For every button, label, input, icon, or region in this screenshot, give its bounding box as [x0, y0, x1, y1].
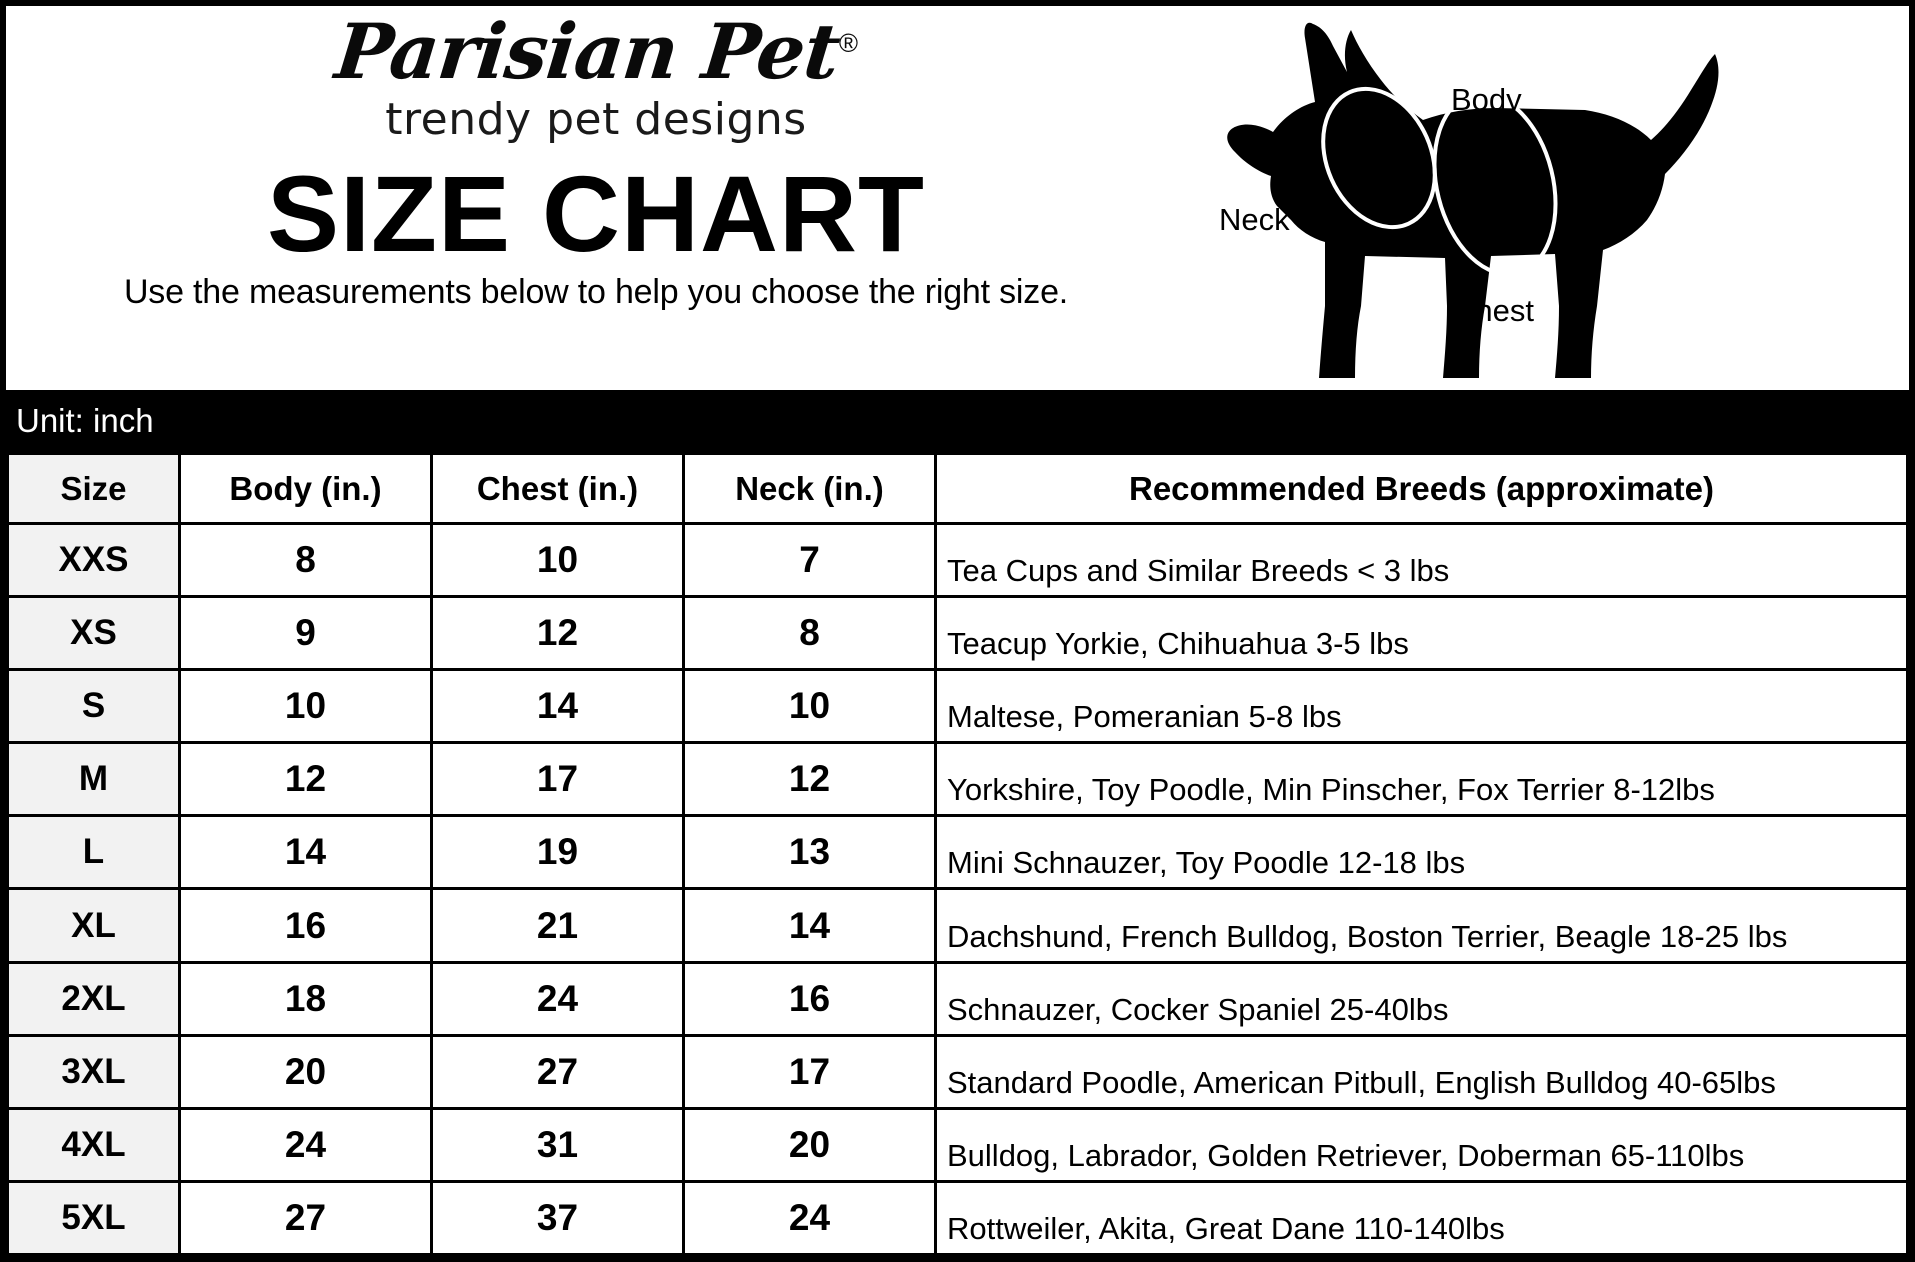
cell-size: XXS	[6, 521, 181, 599]
cell-body: 18	[178, 960, 433, 1037]
cell-body: 27	[178, 1179, 433, 1256]
cell-chest: 17	[430, 741, 685, 818]
table-header-row: Size Body (in.) Chest (in.) Neck (in.) R…	[6, 452, 1909, 525]
cell-neck: 13	[682, 814, 937, 891]
column-header-body: Body (in.)	[178, 452, 433, 525]
cell-chest: 10	[430, 521, 685, 599]
cell-size: 4XL	[6, 1106, 181, 1183]
cell-size: L	[6, 814, 181, 891]
cell-body: 8	[178, 521, 433, 599]
column-header-chest: Chest (in.)	[430, 452, 685, 525]
cell-size: XL	[6, 887, 181, 964]
page-title: SIZE CHART	[267, 152, 925, 274]
cell-size: XS	[6, 595, 181, 672]
brand-tagline: trendy pet designs	[385, 93, 807, 145]
page-subtitle: Use the measurements below to help you c…	[123, 272, 1069, 311]
cell-size: 5XL	[6, 1179, 181, 1256]
cell-body: 24	[178, 1106, 433, 1183]
label-neck: Neck	[1219, 202, 1290, 237]
table-row: XS 9 12 8 Teacup Yorkie, Chihuahua 3-5 lbs	[6, 595, 1909, 672]
table-body: XXS 8 10 7 Tea Cups and Similar Breeds < 3 l…	[6, 521, 1909, 1256]
cell-size: 3XL	[6, 1033, 181, 1110]
header-panel: Parisian Pet® trendy pet designs SIZE CH…	[0, 0, 1915, 390]
registered-trademark-icon: ®	[839, 27, 858, 58]
cell-neck: 10	[682, 668, 937, 745]
dog-illustration: Neck Body Chest	[1195, 6, 1895, 386]
cell-size: S	[6, 668, 181, 745]
cell-body: 12	[178, 741, 433, 818]
table-row: L 14 19 13 Mini Schnauzer, Toy Poodle 12-18 …	[6, 814, 1909, 891]
cell-chest: 27	[430, 1033, 685, 1110]
cell-breeds: Maltese, Pomeranian 5-8 lbs	[934, 668, 1909, 745]
cell-breeds: Rottweiler, Akita, Great Dane 110-140lbs	[934, 1179, 1909, 1256]
cell-neck: 8	[682, 595, 937, 672]
cell-body: 9	[178, 595, 433, 672]
cell-size: M	[6, 741, 181, 818]
column-header-size: Size	[6, 452, 181, 525]
table-row: 3XL 20 27 17 Standard Poodle, American Pitbu…	[6, 1033, 1909, 1110]
cell-breeds: Yorkshire, Toy Poodle, Min Pinscher, Fox…	[934, 741, 1909, 818]
cell-neck: 24	[682, 1179, 937, 1256]
cell-body: 20	[178, 1033, 433, 1110]
cell-chest: 21	[430, 887, 685, 964]
table-row: S 10 14 10 Maltese, Pomeranian 5-8 lbs	[6, 668, 1909, 745]
cell-breeds: Schnauzer, Cocker Spaniel 25-40lbs	[934, 960, 1909, 1037]
table-row: XL 16 21 14 Dachshund, French Bulldog, Bosto…	[6, 887, 1909, 964]
brand-logo: Parisian Pet®	[331, 7, 860, 96]
cell-neck: 7	[682, 521, 937, 599]
size-table: Size Body (in.) Chest (in.) Neck (in.) R…	[6, 452, 1909, 1256]
cell-neck: 20	[682, 1106, 937, 1183]
cell-breeds: Bulldog, Labrador, Golden Retriever, Dob…	[934, 1106, 1909, 1183]
dog-silhouette-icon	[1227, 22, 1719, 379]
cell-breeds: Teacup Yorkie, Chihuahua 3-5 lbs	[934, 595, 1909, 672]
table-row: 5XL 27 37 24 Rottweiler, Akita, Great Dane 1…	[6, 1179, 1909, 1256]
cell-chest: 14	[430, 668, 685, 745]
brand-name: Parisian Pet	[331, 7, 843, 96]
cell-chest: 19	[430, 814, 685, 891]
cell-neck: 16	[682, 960, 937, 1037]
column-header-breeds: Recommended Breeds (approximate)	[934, 452, 1909, 525]
cell-body: 16	[178, 887, 433, 964]
size-table-container: Size Body (in.) Chest (in.) Neck (in.) R…	[0, 452, 1915, 1262]
table-row: 4XL 24 31 20 Bulldog, Labrador, Golden Retri…	[6, 1106, 1909, 1183]
table-row: XXS 8 10 7 Tea Cups and Similar Breeds < 3 l…	[6, 521, 1909, 599]
cell-neck: 17	[682, 1033, 937, 1110]
label-body: Body	[1451, 82, 1522, 117]
cell-chest: 12	[430, 595, 685, 672]
label-chest: Chest	[1453, 293, 1534, 328]
table-row: M 12 17 12 Yorkshire, Toy Poodle, Min Pinsch…	[6, 741, 1909, 818]
cell-breeds: Standard Poodle, American Pitbull, Engli…	[934, 1033, 1909, 1110]
cell-breeds: Mini Schnauzer, Toy Poodle 12-18 lbs	[934, 814, 1909, 891]
cell-neck: 12	[682, 741, 937, 818]
cell-body: 14	[178, 814, 433, 891]
column-header-neck: Neck (in.)	[682, 452, 937, 525]
cell-breeds: Dachshund, French Bulldog, Boston Terrie…	[934, 887, 1909, 964]
cell-neck: 14	[682, 887, 937, 964]
unit-label: Unit: inch	[16, 402, 154, 439]
brand-block: Parisian Pet® trendy pet designs SIZE CH…	[6, 7, 1186, 312]
cell-size: 2XL	[6, 960, 181, 1037]
cell-chest: 37	[430, 1179, 685, 1256]
cell-chest: 24	[430, 960, 685, 1037]
table-header: Size Body (in.) Chest (in.) Neck (in.) R…	[6, 452, 1909, 525]
cell-chest: 31	[430, 1106, 685, 1183]
cell-breeds: Tea Cups and Similar Breeds < 3 lbs	[934, 521, 1909, 599]
unit-bar: Unit: inch	[0, 390, 1915, 452]
cell-body: 10	[178, 668, 433, 745]
table-row: 2XL 18 24 16 Schnauzer, Cocker Spaniel 25-40…	[6, 960, 1909, 1037]
